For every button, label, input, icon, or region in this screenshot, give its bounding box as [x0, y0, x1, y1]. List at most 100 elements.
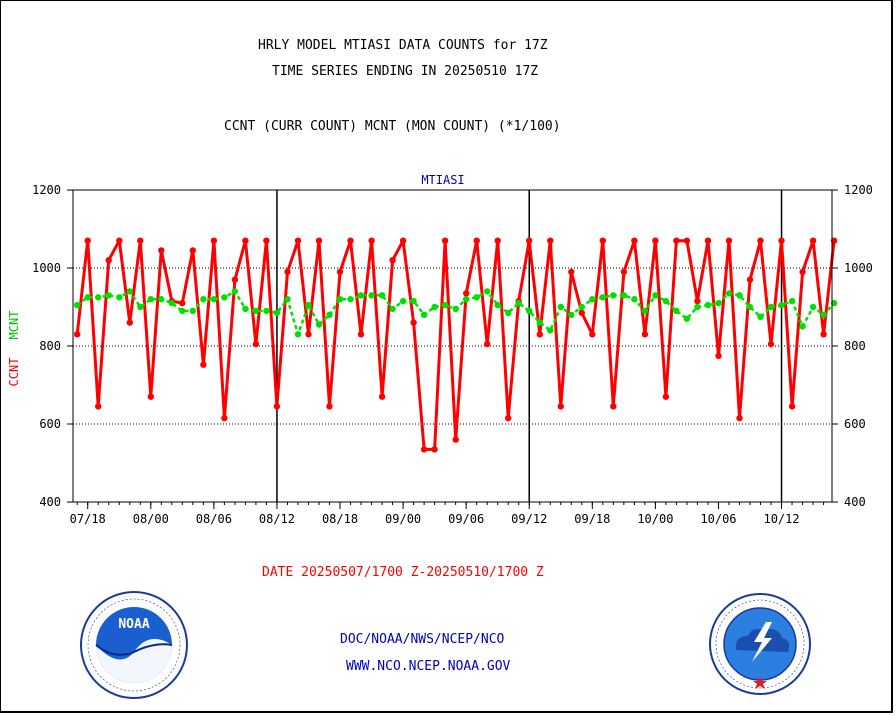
- xtick-label: 09/18: [574, 512, 610, 526]
- point-ccnt: [294, 237, 302, 244]
- point-ccnt: [557, 403, 564, 410]
- point-mcnt: [610, 292, 617, 299]
- point-ccnt: [736, 414, 743, 422]
- point-mcnt: [788, 297, 796, 305]
- point-ccnt: [95, 403, 102, 410]
- point-mcnt: [589, 296, 596, 303]
- chart-title-line1: HRLY MODEL MTIASI DATA COUNTS for 17Z: [258, 38, 548, 53]
- noaa-logo: NOAA: [80, 591, 188, 699]
- point-mcnt: [189, 307, 196, 315]
- point-mcnt: [767, 303, 775, 311]
- point-ccnt: [652, 237, 659, 244]
- xtick-label: 10/06: [700, 512, 736, 526]
- point-mcnt: [137, 303, 144, 311]
- point-ccnt: [441, 237, 449, 244]
- point-ccnt: [231, 276, 239, 283]
- point-ccnt: [620, 268, 628, 276]
- point-ccnt: [357, 331, 365, 338]
- point-ccnt: [336, 268, 344, 276]
- point-mcnt: [315, 321, 323, 328]
- point-ccnt: [610, 403, 617, 410]
- point-ccnt: [431, 446, 438, 453]
- point-mcnt: [252, 307, 260, 315]
- point-mcnt: [179, 307, 186, 315]
- ytick-label-right: 1200: [844, 183, 873, 197]
- point-ccnt: [568, 268, 575, 276]
- ytick-label-left: 800: [39, 339, 61, 353]
- point-mcnt: [725, 290, 733, 297]
- point-mcnt: [799, 323, 806, 330]
- point-mcnt: [158, 296, 165, 303]
- xtick-label: 08/00: [133, 512, 169, 526]
- point-mcnt: [336, 296, 344, 303]
- point-mcnt: [547, 327, 554, 334]
- point-ccnt: [420, 446, 428, 453]
- ytick-label-right: 400: [844, 495, 866, 509]
- nco-website-link[interactable]: WWW.NCO.NCEP.NOAA.GOV: [346, 659, 511, 674]
- xtick-label: 09/12: [511, 512, 547, 526]
- point-ccnt: [74, 331, 81, 338]
- ytick-label-left: 400: [39, 495, 61, 509]
- point-ccnt: [820, 331, 827, 338]
- point-mcnt: [631, 296, 638, 303]
- point-ccnt: [788, 403, 796, 410]
- point-ccnt: [536, 331, 543, 338]
- point-mcnt: [515, 299, 522, 307]
- xtick-label: 08/12: [259, 512, 295, 526]
- point-ccnt: [84, 237, 91, 244]
- point-mcnt: [463, 296, 470, 303]
- point-ccnt: [210, 237, 218, 244]
- point-mcnt: [242, 305, 249, 313]
- point-ccnt: [578, 309, 585, 317]
- point-mcnt: [126, 288, 133, 295]
- point-ccnt: [809, 237, 817, 244]
- ytick-label-left: 1000: [32, 261, 61, 275]
- xtick-label: 09/00: [385, 512, 421, 526]
- point-mcnt: [746, 303, 754, 311]
- point-ccnt: [452, 436, 459, 443]
- point-mcnt: [441, 301, 449, 309]
- point-mcnt: [210, 296, 218, 303]
- xtick-label: 09/06: [448, 512, 484, 526]
- point-mcnt: [168, 299, 175, 307]
- point-mcnt: [378, 292, 386, 299]
- point-mcnt: [568, 311, 575, 318]
- point-ccnt: [494, 237, 501, 244]
- point-ccnt: [662, 393, 670, 400]
- point-ccnt: [526, 237, 533, 244]
- point-mcnt: [305, 301, 312, 309]
- ytick-label-right: 800: [844, 339, 866, 353]
- point-mcnt: [357, 292, 365, 299]
- point-ccnt: [746, 276, 754, 283]
- point-ccnt: [757, 237, 764, 244]
- point-mcnt: [736, 292, 743, 299]
- point-mcnt: [526, 307, 533, 315]
- point-ccnt: [778, 237, 785, 244]
- point-mcnt: [505, 309, 512, 317]
- point-mcnt: [231, 288, 239, 295]
- ytick-label-right: 1000: [844, 261, 873, 275]
- point-ccnt: [599, 237, 606, 244]
- grid-lines: [73, 267, 832, 425]
- ytick-label-left: 1200: [32, 183, 61, 197]
- point-mcnt: [95, 294, 102, 301]
- point-mcnt: [536, 319, 543, 326]
- point-mcnt: [620, 292, 628, 299]
- point-mcnt: [494, 301, 501, 309]
- series-line-ccnt: [75, 239, 836, 451]
- point-mcnt: [778, 301, 785, 309]
- point-mcnt: [368, 292, 375, 299]
- point-mcnt: [652, 292, 659, 299]
- point-ccnt: [641, 331, 649, 338]
- point-ccnt: [704, 237, 712, 244]
- point-mcnt: [683, 315, 691, 322]
- doc-noaa-link[interactable]: DOC/NOAA/NWS/NCEP/NCO: [340, 632, 505, 647]
- point-ccnt: [694, 297, 701, 305]
- point-ccnt: [221, 414, 228, 422]
- point-mcnt: [641, 307, 649, 315]
- point-mcnt: [200, 296, 207, 303]
- point-ccnt: [347, 237, 354, 244]
- point-mcnt: [809, 303, 817, 311]
- plot-label: MTIASI: [421, 173, 464, 187]
- noaa-logo-text: NOAA: [118, 617, 149, 632]
